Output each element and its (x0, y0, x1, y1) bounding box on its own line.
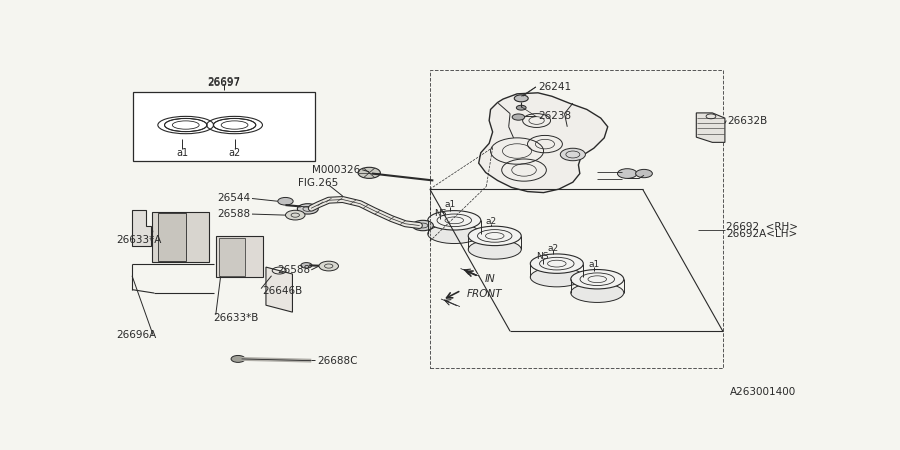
Ellipse shape (428, 224, 481, 243)
Ellipse shape (468, 240, 521, 259)
Text: a2: a2 (486, 217, 497, 226)
Text: IN: IN (484, 274, 495, 284)
Text: NS: NS (434, 209, 446, 218)
Circle shape (319, 261, 338, 271)
Bar (152, 212, 210, 262)
Circle shape (514, 95, 528, 102)
Bar (133, 92, 315, 162)
Circle shape (231, 356, 245, 362)
Ellipse shape (468, 226, 521, 246)
Text: 26692  <RH>: 26692 <RH> (726, 221, 798, 232)
Circle shape (617, 169, 637, 178)
Text: 26632B: 26632B (728, 116, 768, 126)
Ellipse shape (530, 254, 583, 273)
Text: 26697: 26697 (208, 77, 240, 87)
Text: 26238: 26238 (538, 111, 572, 122)
Bar (158, 213, 185, 261)
Text: 26241: 26241 (538, 82, 572, 92)
Text: 26646B: 26646B (263, 286, 302, 296)
Ellipse shape (530, 267, 583, 287)
Text: 26633*B: 26633*B (213, 313, 259, 324)
Text: M000326: M000326 (312, 165, 360, 175)
Text: a2: a2 (548, 243, 559, 252)
Text: 26692A<LH>: 26692A<LH> (726, 229, 797, 239)
Polygon shape (697, 113, 724, 142)
Circle shape (297, 204, 319, 214)
Circle shape (301, 263, 312, 268)
Text: 26696A: 26696A (116, 330, 157, 340)
Text: a1: a1 (176, 148, 188, 158)
Text: 26588: 26588 (277, 265, 310, 275)
Text: NS: NS (536, 252, 549, 261)
Text: A263001400: A263001400 (730, 387, 796, 397)
Circle shape (278, 198, 293, 205)
Circle shape (358, 167, 381, 178)
Text: 26544: 26544 (218, 194, 250, 203)
Ellipse shape (571, 283, 624, 302)
Bar (216, 236, 263, 278)
Polygon shape (479, 93, 608, 193)
Circle shape (561, 148, 585, 161)
Ellipse shape (571, 270, 624, 289)
Circle shape (635, 169, 652, 178)
Polygon shape (266, 267, 292, 312)
Text: 26697: 26697 (208, 78, 240, 89)
Text: a2: a2 (229, 148, 240, 158)
Text: a1: a1 (445, 200, 455, 209)
Text: 26688C: 26688C (317, 356, 357, 366)
Text: a1: a1 (589, 260, 599, 269)
Text: FIG.265: FIG.265 (298, 178, 338, 188)
Circle shape (512, 114, 525, 120)
Bar (430, 70, 723, 368)
Circle shape (285, 210, 305, 220)
Polygon shape (132, 210, 151, 246)
Bar (219, 238, 245, 276)
Circle shape (517, 105, 526, 110)
Text: 26633*A: 26633*A (116, 235, 161, 245)
Text: FRONT: FRONT (467, 289, 502, 299)
Text: 26588: 26588 (218, 209, 250, 219)
Circle shape (412, 220, 434, 231)
Ellipse shape (428, 211, 481, 230)
